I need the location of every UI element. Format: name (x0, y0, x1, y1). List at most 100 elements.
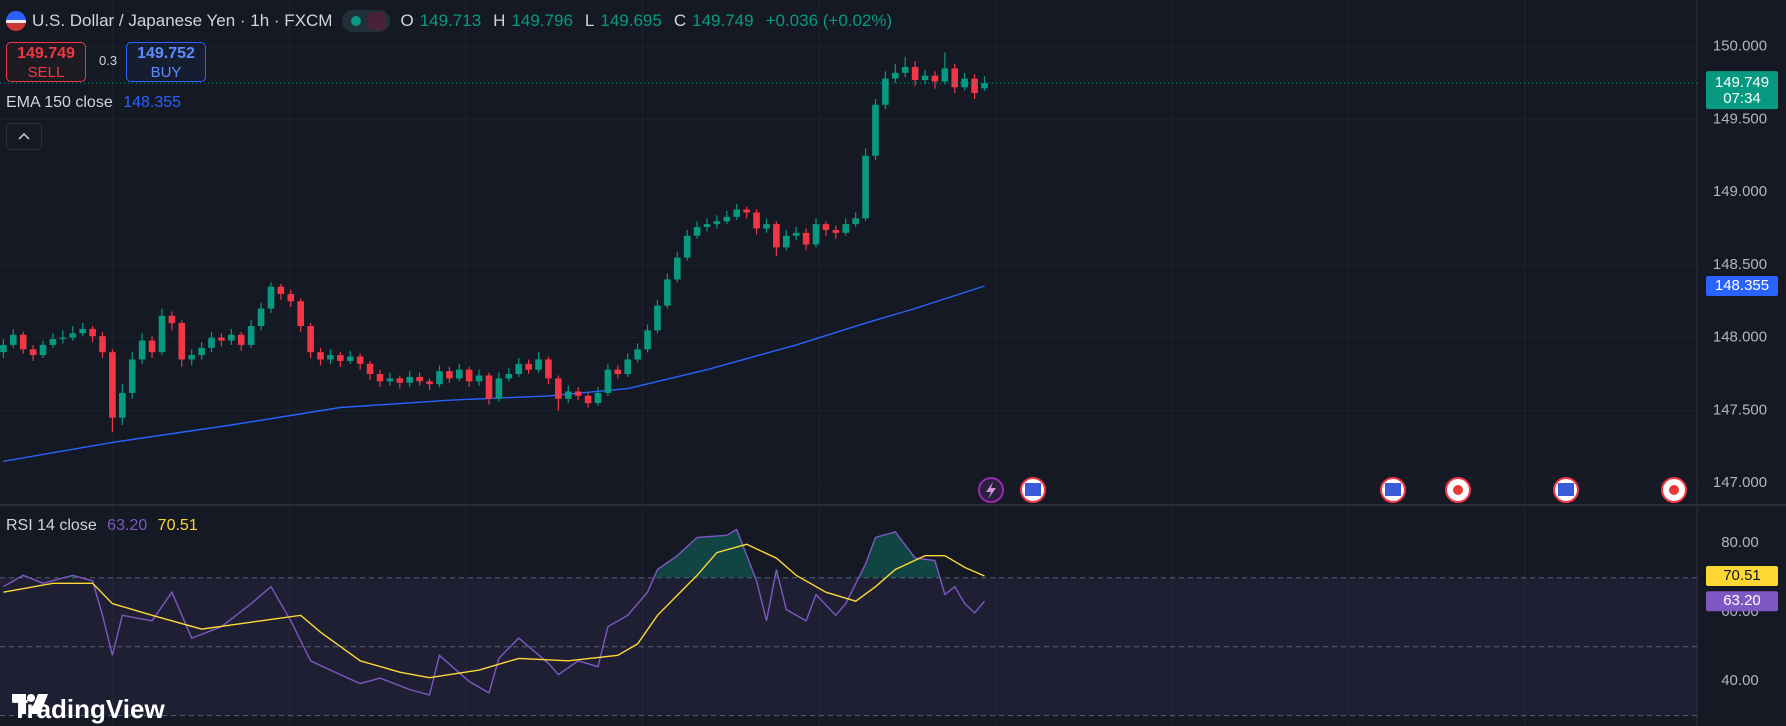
y-tick-label: 40.00 (1721, 672, 1759, 689)
candle-body (396, 378, 404, 383)
candle-body (971, 78, 978, 94)
candle-body (753, 212, 760, 229)
y-tick-label: 150.000 (1713, 38, 1767, 55)
candle-body (604, 369, 612, 393)
candle-body (931, 75, 939, 82)
candle-body (416, 376, 423, 382)
candle-body (247, 325, 255, 345)
candle-body (198, 347, 205, 356)
event-icon (986, 482, 996, 499)
y-tick-label: 148.500 (1713, 256, 1767, 273)
rsi-value-box (1706, 591, 1778, 612)
market-status[interactable] (342, 10, 391, 32)
candle-body (555, 378, 562, 399)
rsi-value-label: 63.20 (1723, 592, 1761, 609)
candle-body (386, 378, 394, 382)
candle-body (723, 216, 731, 222)
collapse-icon (18, 132, 30, 140)
candle-body (366, 363, 374, 375)
candle-body (901, 66, 909, 73)
rsi-line (3, 528, 986, 696)
ema-price-label: 148.355 (1715, 277, 1769, 294)
rsi-line (3, 543, 985, 679)
candle-body (525, 363, 532, 370)
candle-body (654, 305, 661, 331)
candle-body (158, 315, 166, 353)
candle-body (802, 232, 810, 245)
candle-body (921, 75, 929, 81)
logo-mark (12, 694, 48, 714)
sell-price: 149.749 (17, 45, 75, 62)
candle-body (951, 68, 959, 88)
candle-body (465, 369, 473, 382)
candle-body (852, 218, 859, 225)
rsi-value-box (1706, 565, 1778, 586)
y-tick-label: 147.500 (1713, 401, 1767, 418)
candle-body (277, 286, 285, 294)
spread: 0.3 (99, 53, 118, 68)
candle-body (683, 235, 691, 258)
countdown-label: 07:34 (1723, 90, 1761, 107)
rsi-ma-value: 70.51 (157, 517, 198, 534)
event-icon (1669, 485, 1679, 495)
candle-body (99, 336, 106, 353)
event-icon (1025, 483, 1041, 496)
buy-button[interactable]: 149.752 BUY (126, 42, 206, 82)
candle-body (10, 334, 17, 345)
candle-body (327, 355, 334, 360)
ema-legend: EMA 150 close 148.355 (6, 94, 181, 112)
candle-body (584, 395, 592, 404)
candle-body (148, 340, 156, 353)
candle-body (485, 375, 493, 399)
candle-body (297, 301, 304, 326)
ema-value: 148.355 (123, 94, 182, 111)
high-value: 149.796 (511, 11, 573, 30)
overbought-fill (3, 529, 985, 578)
candle-body (237, 334, 245, 345)
ema-line (3, 285, 985, 462)
candle-body (822, 224, 830, 230)
sell-label: SELL (27, 64, 65, 81)
low-value: 149.695 (600, 11, 662, 30)
candle-body (257, 308, 265, 326)
rsi-legend: RSI 14 close 63.20 70.51 (6, 517, 198, 535)
rsi-value-label: 70.51 (1723, 567, 1761, 584)
symbol-title[interactable]: U.S. Dollar / Japanese Yen · 1h · FXCM (32, 11, 333, 30)
open-label: O (400, 11, 414, 30)
candle-body (792, 232, 800, 236)
y-tick-label: 148.000 (1713, 329, 1767, 346)
buy-price: 149.752 (137, 45, 195, 62)
high-label: H (493, 11, 506, 30)
candle-body (337, 355, 344, 361)
candle-body (812, 224, 820, 245)
candle-body (594, 392, 602, 404)
collapse-button[interactable] (6, 123, 42, 150)
candle-body (862, 155, 869, 219)
candle-body (29, 349, 37, 356)
logo: TradingView (12, 694, 165, 725)
candle-body (59, 337, 67, 340)
candle-body (644, 330, 651, 350)
candle-body (614, 369, 622, 375)
y-tick-label: 80.00 (1721, 534, 1759, 551)
candle-body (39, 344, 47, 356)
candle-body (872, 104, 879, 156)
candle-body (69, 333, 77, 338)
close-label: C (673, 11, 687, 30)
candle-body (515, 363, 523, 375)
candle-body (713, 221, 721, 225)
candle-body (574, 391, 582, 396)
event-icon (1558, 483, 1574, 496)
candle-body (119, 392, 126, 418)
close-value: 149.749 (692, 11, 754, 30)
sell-button[interactable]: 149.749 SELL (6, 42, 86, 82)
candle-body (782, 235, 790, 248)
candle-body (981, 83, 988, 89)
candle-body (317, 352, 324, 360)
candle-body (307, 325, 314, 353)
candle-body (218, 337, 225, 341)
candle-body (763, 224, 770, 229)
y-tick-label: 149.500 (1713, 110, 1767, 127)
y-tick-label: 147.000 (1713, 474, 1767, 491)
